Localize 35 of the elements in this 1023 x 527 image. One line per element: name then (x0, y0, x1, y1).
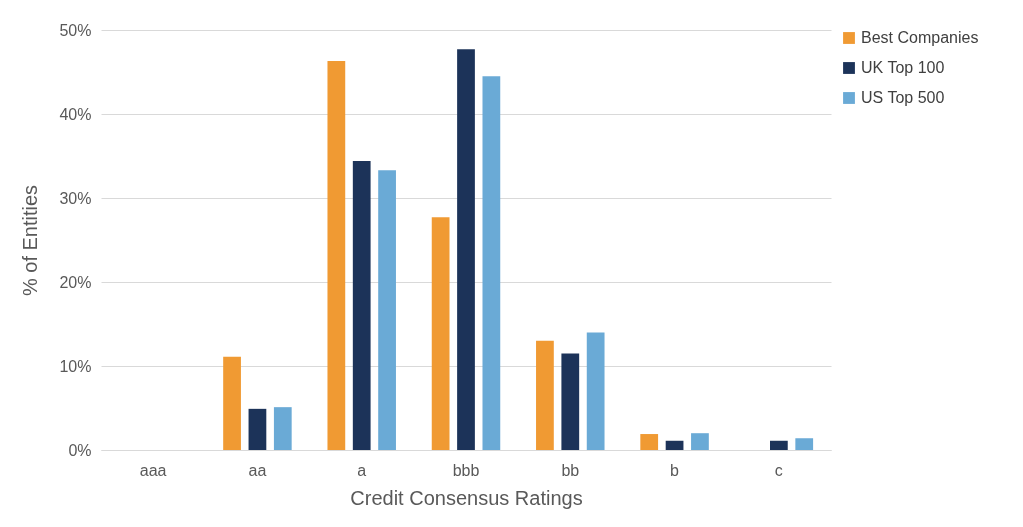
x-tick-label: aa (248, 461, 267, 479)
bar (665, 440, 684, 450)
y-tick-label: 30% (59, 189, 92, 207)
legend-label: UK Top 100 (861, 59, 945, 76)
bar (457, 49, 475, 450)
bar (482, 76, 501, 450)
x-tick-label: c (774, 461, 783, 479)
bar (223, 356, 241, 450)
y-tick-label: 0% (68, 441, 92, 459)
bar (352, 161, 371, 450)
x-tick-label: b (670, 461, 680, 479)
x-tick-label: aaa (139, 461, 167, 479)
bar (248, 408, 267, 450)
x-tick-label: bbb (452, 461, 480, 479)
bar (586, 332, 605, 450)
y-tick-label: 20% (59, 273, 92, 291)
y-axis-title: % of Entities (19, 184, 42, 297)
bar (691, 433, 709, 450)
bar (561, 353, 580, 450)
bar (273, 407, 292, 450)
x-tick-label: a (357, 461, 367, 479)
x-tick-label: bb (561, 461, 580, 479)
y-tick-label: 10% (59, 357, 92, 375)
y-tick-label: 50% (59, 21, 92, 39)
bar (640, 434, 659, 450)
y-tick-label: 40% (59, 105, 92, 123)
legend-label: US Top 500 (861, 89, 945, 106)
bar (431, 217, 450, 450)
legend-label: Best Companies (861, 29, 979, 46)
bar (769, 440, 788, 450)
x-axis-title: Credit Consensus Ratings (350, 486, 583, 509)
bar (795, 438, 814, 450)
bar (536, 340, 554, 450)
bar (327, 61, 346, 450)
bar (378, 170, 396, 450)
